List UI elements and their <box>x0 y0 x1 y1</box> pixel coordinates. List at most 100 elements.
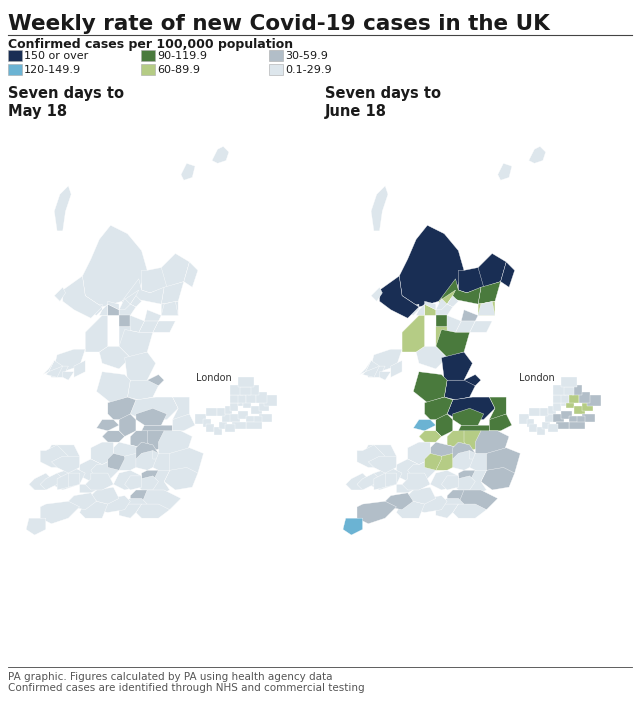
Polygon shape <box>478 301 495 315</box>
Polygon shape <box>360 360 371 375</box>
Polygon shape <box>241 387 251 395</box>
Polygon shape <box>51 456 79 473</box>
Polygon shape <box>251 406 262 414</box>
Polygon shape <box>413 496 447 513</box>
Polygon shape <box>447 397 495 420</box>
Polygon shape <box>119 504 141 518</box>
Polygon shape <box>131 397 178 420</box>
Polygon shape <box>416 346 447 369</box>
Polygon shape <box>119 329 153 358</box>
Polygon shape <box>153 451 159 459</box>
Text: 150 or over: 150 or over <box>24 51 88 61</box>
Polygon shape <box>566 401 574 408</box>
Text: London: London <box>196 373 232 384</box>
Polygon shape <box>246 416 253 422</box>
Polygon shape <box>424 304 436 315</box>
Polygon shape <box>136 442 159 462</box>
Polygon shape <box>574 416 585 425</box>
Polygon shape <box>537 427 545 435</box>
Polygon shape <box>220 422 227 429</box>
Polygon shape <box>545 414 556 422</box>
Polygon shape <box>108 304 119 315</box>
Polygon shape <box>408 442 430 465</box>
Text: Weekly rate of new Covid-19 cases in the UK: Weekly rate of new Covid-19 cases in the… <box>8 14 549 34</box>
Polygon shape <box>371 287 382 301</box>
Polygon shape <box>498 163 512 180</box>
Polygon shape <box>430 442 458 462</box>
Polygon shape <box>470 451 476 459</box>
Text: 60-89.9: 60-89.9 <box>157 65 200 75</box>
Polygon shape <box>74 360 85 377</box>
Polygon shape <box>147 431 170 451</box>
Polygon shape <box>365 360 385 377</box>
Polygon shape <box>181 163 195 180</box>
Polygon shape <box>436 298 447 310</box>
Polygon shape <box>139 425 173 439</box>
Polygon shape <box>543 422 550 429</box>
Polygon shape <box>402 315 424 352</box>
Polygon shape <box>442 352 472 380</box>
Polygon shape <box>402 473 430 490</box>
Text: 90-119.9: 90-119.9 <box>157 51 207 61</box>
Polygon shape <box>456 425 490 439</box>
Polygon shape <box>380 276 419 318</box>
Polygon shape <box>26 518 46 535</box>
Polygon shape <box>136 476 159 490</box>
Polygon shape <box>91 304 102 315</box>
Polygon shape <box>436 414 452 436</box>
Text: 0.1-29.9: 0.1-29.9 <box>285 65 332 75</box>
Polygon shape <box>436 315 447 327</box>
Polygon shape <box>63 372 74 380</box>
Polygon shape <box>561 401 566 406</box>
Polygon shape <box>442 315 461 332</box>
Polygon shape <box>119 414 136 436</box>
Polygon shape <box>556 422 569 429</box>
Polygon shape <box>371 349 402 372</box>
Polygon shape <box>119 327 131 346</box>
Polygon shape <box>464 375 481 386</box>
Polygon shape <box>357 445 385 467</box>
Polygon shape <box>371 186 388 231</box>
Polygon shape <box>259 414 272 422</box>
Polygon shape <box>230 395 241 403</box>
Polygon shape <box>470 453 498 473</box>
Polygon shape <box>588 395 600 406</box>
Polygon shape <box>438 290 456 310</box>
Polygon shape <box>368 456 396 473</box>
Polygon shape <box>363 366 380 377</box>
Polygon shape <box>97 496 131 513</box>
Text: Seven days to
May 18: Seven days to May 18 <box>8 86 124 120</box>
Polygon shape <box>424 397 452 420</box>
Polygon shape <box>29 473 51 490</box>
Text: PA graphic. Figures calculated by PA using health agency data: PA graphic. Figures calculated by PA usi… <box>8 672 332 681</box>
Polygon shape <box>346 473 368 490</box>
Text: 120-149.9: 120-149.9 <box>24 65 81 75</box>
Polygon shape <box>225 425 235 432</box>
Polygon shape <box>139 321 159 332</box>
Polygon shape <box>391 360 402 377</box>
Polygon shape <box>108 453 131 470</box>
Polygon shape <box>222 414 232 422</box>
Polygon shape <box>216 408 225 416</box>
Polygon shape <box>46 445 79 467</box>
Polygon shape <box>212 146 229 163</box>
Polygon shape <box>91 487 119 504</box>
Polygon shape <box>68 473 79 487</box>
Polygon shape <box>237 411 248 419</box>
Polygon shape <box>553 395 564 403</box>
Polygon shape <box>572 384 582 395</box>
Polygon shape <box>408 304 419 315</box>
Polygon shape <box>141 490 181 510</box>
Polygon shape <box>408 459 436 482</box>
Polygon shape <box>184 262 198 287</box>
Polygon shape <box>85 473 113 490</box>
Polygon shape <box>582 403 593 411</box>
Polygon shape <box>481 467 515 490</box>
Polygon shape <box>518 414 529 425</box>
Polygon shape <box>85 315 108 352</box>
Polygon shape <box>230 403 237 411</box>
Polygon shape <box>230 384 243 395</box>
Polygon shape <box>561 377 577 387</box>
Polygon shape <box>436 453 458 470</box>
Polygon shape <box>204 419 211 427</box>
